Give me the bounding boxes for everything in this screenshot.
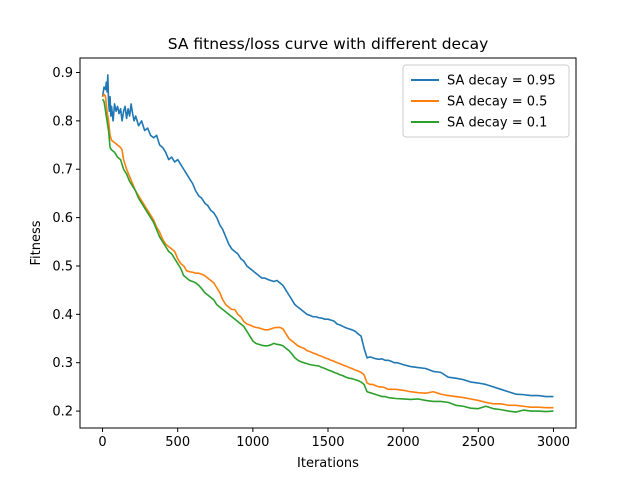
y-tick-label: 0.7 (52, 163, 73, 178)
x-tick-label: 1000 (236, 435, 269, 450)
legend-label-0: SA decay = 0.95 (447, 74, 556, 89)
x-tick-label: 500 (165, 435, 190, 450)
y-tick-label: 0.8 (52, 114, 73, 129)
y-tick-label: 0.6 (52, 211, 73, 226)
x-axis-label: Iterations (297, 456, 359, 471)
y-axis: 0.2 0.3 0.4 0.5 0.6 0.7 0.8 0.9 (52, 66, 80, 420)
legend-box (402, 64, 570, 138)
series-line-0 (101, 74, 554, 398)
legend-label-2: SA decay = 0.1 (447, 116, 547, 131)
x-tick-label: 1500 (311, 435, 344, 450)
x-tick-label: 0 (98, 435, 106, 450)
y-axis-label: Fitness (29, 220, 44, 265)
series-line-2 (101, 98, 554, 413)
y-tick-label: 0.5 (52, 259, 73, 274)
x-tick-label: 3000 (537, 435, 570, 450)
x-tick-label: 2000 (387, 435, 420, 450)
y-tick-label: 0.3 (52, 356, 73, 371)
y-tick-label: 0.2 (52, 405, 73, 420)
x-axis: 0 500 1000 1500 2000 2500 3000 (98, 428, 570, 450)
legend: SA decay = 0.95 SA decay = 0.5 SA decay = … (402, 64, 570, 138)
y-tick-label: 0.4 (52, 308, 73, 323)
chart-title: SA fitness/loss curve with different dec… (168, 35, 489, 53)
x-tick-label: 2500 (462, 435, 495, 450)
y-tick-label: 0.9 (52, 66, 73, 81)
lines-layer (101, 74, 554, 413)
series-line-1 (101, 93, 554, 409)
legend-label-1: SA decay = 0.5 (447, 95, 547, 110)
